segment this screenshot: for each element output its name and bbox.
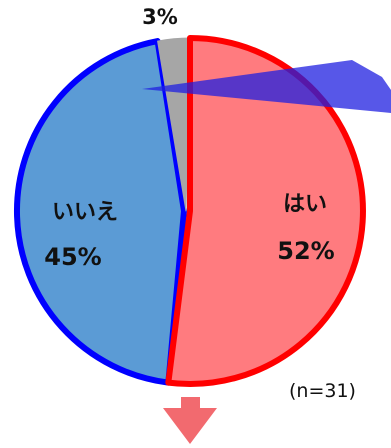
pie-slice-no [13,38,187,386]
red-arrow-icon [163,397,217,444]
slice-label-yes-name: はい [283,192,327,217]
slice-label-yes-percent: 52% [277,237,334,265]
slice-label-no-name: いいえ [52,200,118,225]
slice-label-no-percent: 45% [44,243,101,271]
sample-size-note: (n=31) [289,380,356,402]
slice-label-other-percent: 3% [142,5,178,29]
pie-slices [13,35,366,387]
blue-arrow-icon [142,60,391,113]
pie-slice-yes [165,35,366,387]
